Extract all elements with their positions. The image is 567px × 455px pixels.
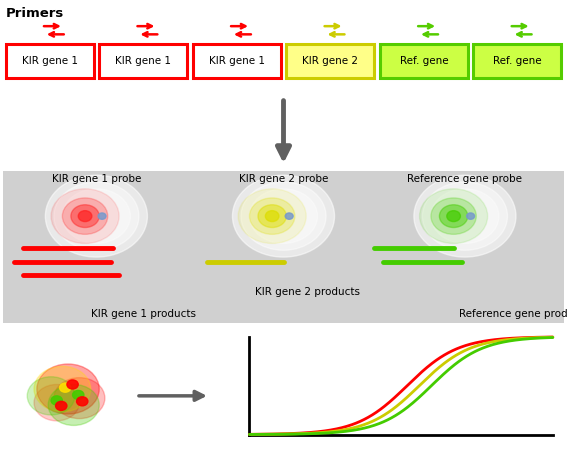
Circle shape — [78, 211, 92, 222]
Circle shape — [285, 213, 293, 219]
Circle shape — [422, 182, 507, 250]
Circle shape — [98, 213, 106, 219]
Circle shape — [265, 211, 279, 222]
Circle shape — [232, 175, 335, 257]
Circle shape — [249, 189, 318, 243]
Circle shape — [34, 366, 91, 412]
Text: KIR gene 1: KIR gene 1 — [22, 56, 78, 66]
Circle shape — [51, 189, 119, 243]
Text: KIR gene 1 probe: KIR gene 1 probe — [52, 174, 141, 184]
Text: Ref. gene: Ref. gene — [493, 56, 541, 66]
Circle shape — [414, 175, 516, 257]
Text: Reference gene products: Reference gene products — [459, 309, 567, 319]
Circle shape — [439, 205, 468, 228]
Circle shape — [48, 384, 99, 425]
Circle shape — [249, 198, 295, 234]
Text: Reference gene probe: Reference gene probe — [408, 174, 522, 184]
Text: KIR gene 1: KIR gene 1 — [115, 56, 171, 66]
Circle shape — [431, 198, 476, 234]
Text: Ref. gene: Ref. gene — [400, 56, 448, 66]
Text: KIR gene 2 probe: KIR gene 2 probe — [239, 174, 328, 184]
FancyBboxPatch shape — [380, 45, 468, 78]
Text: KIR gene 2: KIR gene 2 — [302, 56, 358, 66]
Circle shape — [447, 211, 460, 222]
Circle shape — [67, 380, 78, 389]
Circle shape — [27, 377, 75, 415]
Circle shape — [241, 182, 326, 250]
FancyBboxPatch shape — [6, 45, 94, 78]
Circle shape — [431, 189, 499, 243]
Circle shape — [258, 205, 286, 228]
Circle shape — [54, 182, 139, 250]
Text: KIR gene 2 products: KIR gene 2 products — [255, 287, 360, 297]
Circle shape — [62, 198, 108, 234]
Circle shape — [420, 189, 488, 243]
Circle shape — [56, 401, 67, 410]
Circle shape — [54, 378, 105, 419]
FancyBboxPatch shape — [99, 45, 187, 78]
Circle shape — [62, 189, 130, 243]
Circle shape — [45, 175, 147, 257]
Circle shape — [34, 384, 79, 421]
Text: KIR gene 1 products: KIR gene 1 products — [91, 309, 196, 319]
Text: KIR gene 1: KIR gene 1 — [209, 56, 265, 66]
Circle shape — [71, 205, 99, 228]
Circle shape — [51, 396, 62, 405]
Circle shape — [467, 213, 475, 219]
FancyBboxPatch shape — [286, 45, 374, 78]
Circle shape — [238, 189, 306, 243]
Text: Primers: Primers — [6, 7, 64, 20]
Circle shape — [37, 364, 99, 414]
Circle shape — [77, 397, 88, 406]
FancyBboxPatch shape — [473, 45, 561, 78]
Circle shape — [73, 390, 84, 399]
FancyBboxPatch shape — [193, 45, 281, 78]
Circle shape — [60, 383, 71, 392]
FancyBboxPatch shape — [3, 171, 564, 323]
